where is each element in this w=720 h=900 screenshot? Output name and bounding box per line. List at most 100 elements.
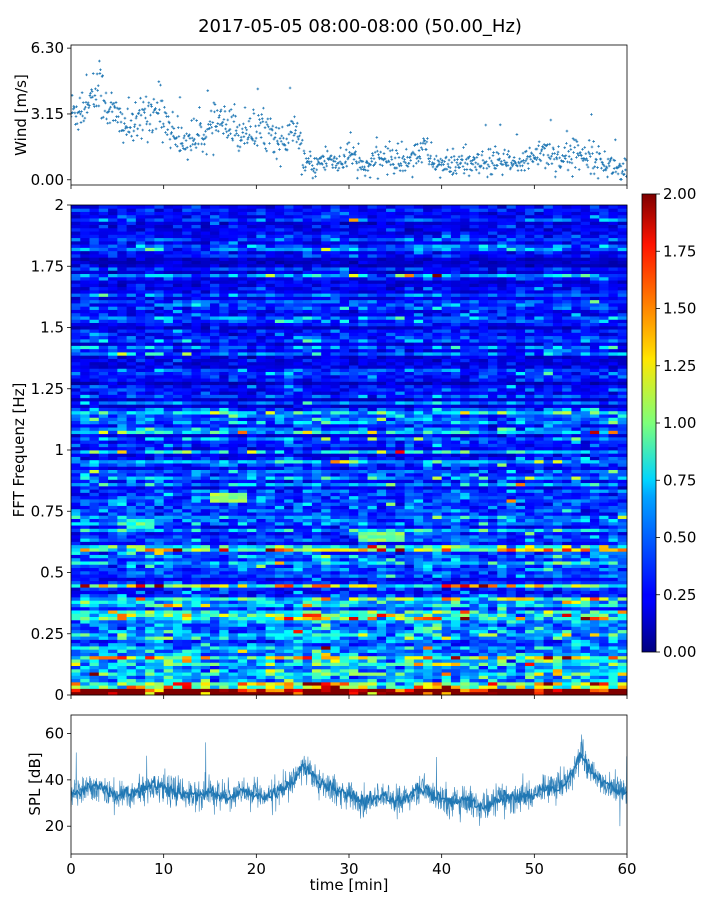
wind-point [525, 149, 528, 153]
spectrogram-cell [321, 652, 331, 657]
wind-point [339, 146, 342, 150]
spectrogram-cell [265, 521, 276, 526]
spectrogram-cell [515, 583, 526, 588]
spectrogram-cell [117, 521, 127, 526]
spectrogram-cell [256, 521, 266, 526]
spectrogram-cell [580, 512, 591, 516]
spectrogram-cell [126, 512, 137, 516]
spectrogram-cell [293, 587, 304, 591]
spectrogram-cell [534, 489, 544, 493]
spectrogram-cell [413, 505, 424, 510]
spectrogram-cell [163, 499, 174, 503]
spectrogram-cell [117, 561, 127, 565]
spectrogram-cell [311, 632, 322, 637]
spectrogram-cell [404, 541, 415, 546]
spectrogram-cell [191, 639, 202, 644]
spectrogram-cell [89, 610, 100, 614]
spectrogram-cell [460, 685, 470, 689]
wind-point [222, 118, 226, 121]
spectrogram-cell [135, 646, 146, 650]
spectrogram-cell [293, 574, 304, 578]
spectrogram-cell [432, 675, 443, 680]
spectrogram-cell [339, 587, 350, 591]
spectrogram-cell [450, 681, 461, 686]
spectrogram-cell [293, 548, 304, 552]
spectrogram-cell [135, 613, 146, 617]
wind-point [606, 157, 610, 161]
spectrogram-cell [571, 632, 582, 637]
spectrogram-cell [589, 534, 600, 539]
spectrogram-cell [191, 485, 202, 490]
wind-point [422, 137, 425, 140]
spectrogram-cell [71, 681, 81, 686]
wind-point [342, 153, 346, 157]
spectrogram-cell [117, 642, 127, 647]
spectrogram-cell [404, 525, 415, 529]
spectrogram-cell [349, 548, 359, 552]
spectrogram-cell [321, 665, 331, 670]
spectrogram-cell [117, 505, 127, 510]
spectrogram-cell [182, 688, 192, 693]
spectrogram-cell [172, 593, 183, 598]
spectrogram-cell [80, 662, 90, 666]
spectrogram-cell [191, 538, 202, 542]
spectrogram-cell [543, 554, 554, 559]
spectrogram-cell [580, 652, 591, 657]
spectrogram-cell [330, 623, 341, 627]
spectrogram-cell [525, 544, 535, 549]
spectrogram-cell [154, 646, 165, 650]
spectrogram-cell [228, 681, 239, 686]
spectrogram-cell [321, 639, 331, 644]
spectrogram-cell [423, 538, 433, 542]
spectrogram-cell [469, 508, 480, 513]
spectrogram-cell [182, 642, 192, 647]
spectrogram-cell [135, 652, 146, 657]
wind-point [145, 120, 149, 123]
spectrogram-cell [247, 649, 257, 653]
spectrogram-cell [460, 652, 470, 657]
spectrogram-cell [108, 479, 118, 484]
spectrogram-cell [71, 525, 81, 529]
spectrogram-cell [284, 521, 294, 526]
wind-point [169, 132, 173, 136]
spectrogram-cell [376, 688, 387, 693]
spectrogram-cell [423, 590, 433, 595]
spectrogram-cell [339, 636, 350, 640]
spectrogram-cell [497, 525, 507, 529]
wind-point [323, 168, 327, 172]
spectrogram-cell [330, 485, 341, 490]
spectrogram-cell [247, 583, 257, 588]
wind-point [103, 99, 106, 103]
wind-point [450, 161, 454, 164]
spectrogram-cell [450, 636, 461, 640]
spectrogram-cell [562, 606, 572, 611]
spectrogram-cell [339, 639, 350, 644]
spectrogram-cell [432, 610, 443, 614]
spectrogram-cell [71, 639, 81, 644]
wind-point [89, 92, 92, 95]
spectrogram-cell [515, 515, 526, 519]
wind-point [357, 142, 360, 146]
spectrogram-cell [506, 587, 517, 591]
spectrogram-cell [460, 554, 470, 559]
spectrogram-cell [108, 672, 118, 676]
spectrogram-cell [534, 528, 544, 533]
spectrogram-cell [200, 518, 211, 523]
spectrogram-cell [80, 613, 90, 617]
spectrogram-cell [404, 495, 415, 500]
wind-point [492, 151, 495, 154]
spectrogram-cell [395, 691, 405, 696]
spectrogram-cell [284, 590, 294, 595]
spectrogram-cell [608, 531, 619, 536]
wind-point [96, 84, 100, 88]
spectrogram-cell [386, 610, 396, 614]
wind-point [104, 101, 107, 105]
wind-point [392, 172, 396, 175]
spectrogram-cell [608, 646, 619, 650]
spectrogram-cell [367, 564, 378, 568]
spectrogram-cell [395, 499, 405, 503]
spectrogram-cell [330, 528, 341, 533]
spectrogram-cell [506, 655, 517, 660]
spectrogram-cell [608, 512, 619, 516]
spectrogram-cell [228, 668, 239, 673]
